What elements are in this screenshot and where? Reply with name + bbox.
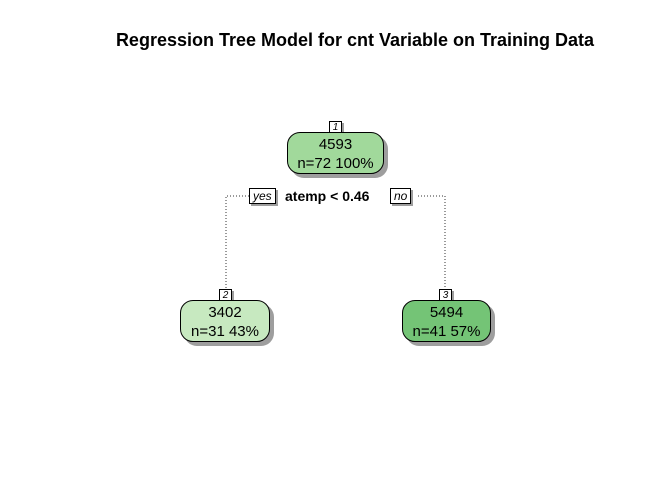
node-2-stats: n=31 43% [191, 323, 259, 340]
page-title: Regression Tree Model for cnt Variable o… [115, 30, 595, 50]
node-3-value: 5494 [429, 304, 464, 321]
node-2-id: 2 [219, 289, 232, 303]
branch-no-label: no [390, 188, 412, 204]
connector-root-left [225, 195, 249, 291]
connector-root-right [418, 195, 446, 291]
node-1-value: 4593 [318, 136, 353, 153]
split-condition: atemp < 0.46 [283, 188, 372, 204]
node-1: 4593 n=72 100% [287, 132, 384, 174]
node-2: 3402 n=31 43% [180, 300, 270, 342]
node-3-stats: n=41 57% [412, 323, 481, 340]
branch-yes-label: yes [249, 188, 276, 204]
node-2-value: 3402 [208, 304, 242, 321]
node-3: 5494 n=41 57% [402, 300, 491, 342]
node-1-stats: n=72 100% [297, 155, 374, 172]
